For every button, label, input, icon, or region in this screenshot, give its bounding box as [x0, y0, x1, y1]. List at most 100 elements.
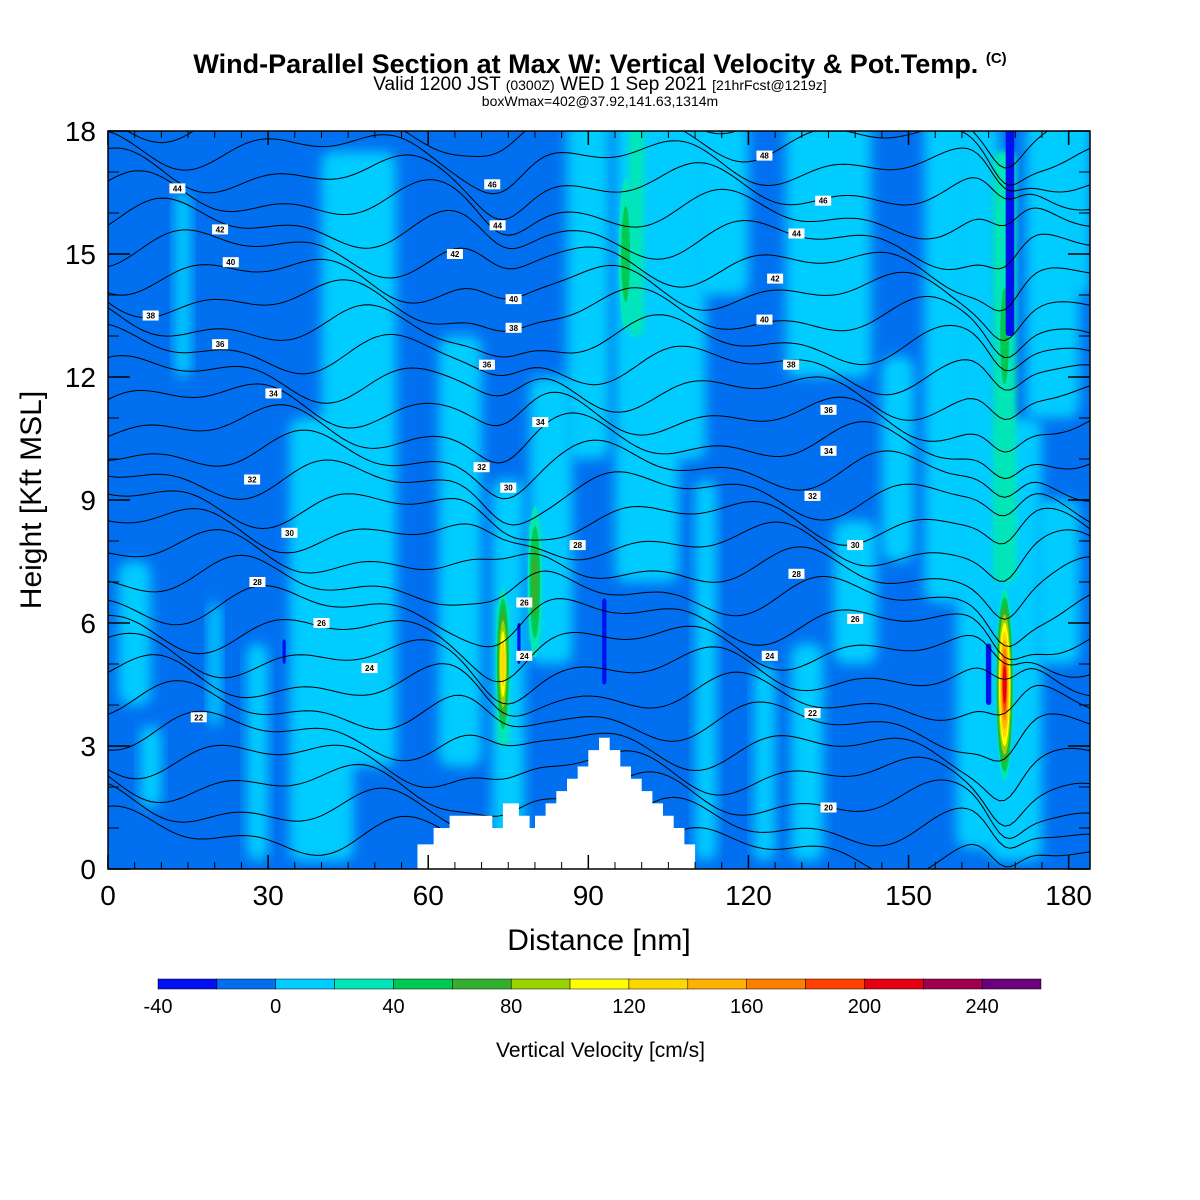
isentrope-28 — [108, 614, 1090, 683]
y-tick-label: 6 — [80, 608, 96, 639]
isentrope-41 — [108, 279, 1090, 359]
title-block: Wind-Parallel Section at Max W: Vertical… — [0, 44, 1200, 109]
isentrope-29 — [108, 585, 1090, 661]
isentrope-26 — [108, 654, 1090, 721]
svg-text:26: 26 — [851, 615, 860, 624]
colorbar-swatch-13 — [923, 978, 983, 990]
colorbar-swatch-11 — [805, 978, 865, 990]
svg-text:42: 42 — [216, 225, 225, 234]
isentrope-37 — [108, 383, 1090, 453]
svg-text:30: 30 — [504, 484, 513, 493]
x-tick-label: 0 — [100, 880, 116, 911]
isentrope-34 — [108, 459, 1090, 526]
x-tick-label: 30 — [253, 880, 284, 911]
plot-area: 20 22 22 24 24 24 26 26 26 28 28 28 30 30 30 32 32 32 34 34… — [108, 131, 1090, 869]
light-plume-24 — [1025, 131, 1080, 418]
box-wmax-info: boxWmax=402@37.92,141.63,1314m — [481, 93, 719, 109]
colorbar-swatch-2 — [275, 978, 335, 990]
isentrope-label-26: 26 — [847, 613, 864, 624]
isentrope-24 — [108, 710, 1090, 802]
light-plume-6 — [174, 192, 191, 377]
colorbar-tick-label: 200 — [848, 996, 881, 1018]
svg-text:28: 28 — [573, 541, 582, 550]
isentrope-label-44: 44 — [169, 183, 186, 194]
copyright-mark: (C) — [985, 50, 1007, 67]
isentrope-label-32: 32 — [473, 462, 490, 473]
colorbar-tick-label: -40 — [144, 996, 173, 1018]
isentrope-label-28: 28 — [249, 577, 266, 587]
light-plume-5 — [140, 725, 162, 808]
downdraft-streak-4 — [282, 639, 286, 664]
colorbar-swatch-12 — [864, 978, 924, 990]
isentrope-label-24: 24 — [361, 663, 378, 674]
isentrope-30 — [108, 554, 1090, 648]
colorbar-swatch-14 — [981, 978, 1042, 990]
isentrope-label-46: 46 — [815, 195, 832, 206]
isentrope-44 — [108, 197, 1090, 271]
svg-text:38: 38 — [146, 312, 155, 321]
isentrope-label-40: 40 — [222, 257, 239, 268]
isentrope-label-28: 28 — [788, 568, 805, 579]
svg-text:36: 36 — [824, 406, 833, 415]
y-tick-label: 9 — [80, 485, 96, 516]
colorbar-tick-label: 160 — [730, 996, 763, 1018]
colorbar-swatch-4 — [393, 978, 453, 990]
svg-text:24: 24 — [365, 664, 374, 673]
valid-time: Valid 1200 JST (0300Z) WED 1 Sep 2021 [2… — [0, 75, 1200, 95]
isentrope-39 — [108, 323, 1090, 396]
svg-text:46: 46 — [488, 180, 497, 189]
colorbar-swatch-10 — [746, 978, 806, 990]
isentrope-label-40: 40 — [756, 314, 773, 325]
light-plume-16 — [791, 643, 824, 861]
isentrope-label-36: 36 — [212, 339, 229, 350]
x-tick-label: 90 — [573, 880, 604, 911]
light-plume-20 — [924, 131, 968, 603]
svg-text:28: 28 — [253, 578, 262, 587]
isentrope-label-32: 32 — [244, 474, 261, 485]
isentrope-label-38: 38 — [505, 322, 522, 333]
svg-text:34: 34 — [824, 447, 833, 456]
colorbar-swatch-7 — [569, 978, 630, 990]
isentrope-label-30: 30 — [847, 540, 864, 551]
valid-date: WED 1 Sep 2021 — [560, 74, 707, 95]
light-plume-19 — [881, 356, 914, 562]
isentrope-36 — [108, 404, 1090, 480]
isentrope-label-38: 38 — [142, 310, 159, 321]
isentrope-label-46: 46 — [484, 179, 501, 190]
isentrope-label-38: 38 — [783, 359, 800, 370]
svg-text:26: 26 — [520, 599, 529, 608]
colorbar-swatch-0 — [157, 978, 218, 990]
updraft-core-2 — [618, 178, 633, 330]
terrain-profile — [108, 737, 1090, 869]
y-tick-label: 18 — [65, 116, 96, 147]
y-axis-label: Height [Kft MSL] — [15, 391, 48, 609]
svg-text:36: 36 — [216, 340, 225, 349]
isentrope-label-42: 42 — [446, 249, 463, 259]
isentrope-47 — [108, 131, 1090, 195]
x-tick-label: 120 — [725, 880, 772, 911]
isentrope-45 — [108, 170, 1090, 240]
light-plume-17 — [833, 520, 877, 664]
isentrope-label-34: 34 — [820, 445, 837, 456]
svg-text:36: 36 — [482, 361, 491, 370]
isentrope-43 — [108, 229, 1090, 312]
updraft-core-1 — [527, 506, 543, 658]
isentrope-label-30: 30 — [500, 482, 517, 493]
light-plume-13 — [695, 131, 749, 295]
svg-text:44: 44 — [493, 221, 502, 230]
svg-text:46: 46 — [819, 197, 828, 206]
colorbar-swatch-6 — [510, 978, 571, 990]
isentrope-label-42: 42 — [767, 273, 784, 284]
light-plume-3 — [208, 602, 222, 726]
svg-text:24: 24 — [765, 652, 774, 661]
isentrope-label-20: 20 — [820, 802, 837, 813]
svg-text:30: 30 — [851, 541, 860, 550]
svg-text:34: 34 — [269, 389, 278, 398]
light-plume-25 — [1068, 131, 1090, 295]
isentrope-38 — [108, 355, 1090, 421]
svg-text:24: 24 — [520, 652, 529, 661]
isentrope-label-44: 44 — [489, 220, 506, 231]
svg-text:42: 42 — [771, 275, 780, 284]
